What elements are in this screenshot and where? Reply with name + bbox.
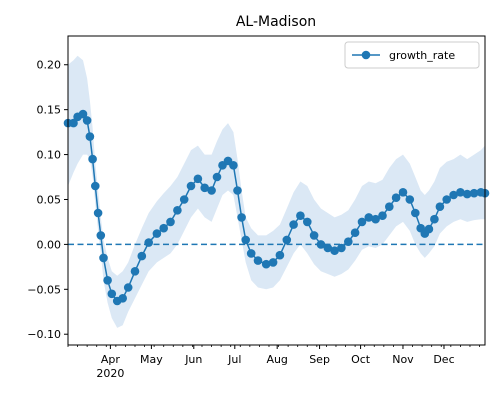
- data-point: [91, 181, 100, 191]
- data-point: [179, 195, 189, 204]
- data-point: [152, 229, 162, 238]
- data-point: [337, 243, 346, 253]
- data-point: [296, 211, 305, 220]
- data-point: [449, 190, 458, 200]
- data-point: [200, 183, 209, 193]
- data-point: [82, 116, 92, 125]
- data-point: [357, 217, 367, 227]
- data-point: [237, 213, 246, 222]
- data-point: [323, 243, 333, 253]
- data-point: [137, 251, 147, 261]
- data-point: [207, 186, 216, 195]
- data-point: [253, 256, 263, 265]
- data-point: [246, 249, 256, 258]
- data-point: [69, 118, 78, 128]
- data-point: [303, 217, 312, 227]
- legend-box: [344, 41, 480, 69]
- data-point: [212, 172, 222, 182]
- data-point: [344, 237, 353, 246]
- legend-label: growth_rate: [389, 49, 455, 62]
- data-point: [241, 235, 250, 245]
- data-point: [442, 195, 452, 204]
- data-point: [99, 253, 108, 263]
- data-point: [93, 208, 103, 218]
- data-point: [430, 214, 439, 224]
- data-point: [469, 188, 479, 198]
- data-point: [371, 214, 380, 224]
- data-point: [173, 206, 182, 215]
- data-point: [330, 246, 339, 255]
- data-point: [289, 220, 298, 229]
- data-point: [462, 189, 472, 199]
- data-point: [350, 228, 360, 237]
- series-layer: [63, 109, 490, 306]
- data-point: [107, 289, 117, 299]
- y-tick-label: 0.00: [37, 238, 62, 251]
- y-tick-label: −0.10: [27, 328, 61, 341]
- data-point: [233, 186, 242, 195]
- chart-title: AL-Madison: [236, 14, 316, 30]
- data-point: [130, 267, 140, 276]
- data-point: [261, 259, 271, 269]
- data-point: [275, 250, 285, 260]
- y-tick-label: 0.20: [37, 59, 62, 72]
- y-tick-label: 0.15: [37, 104, 62, 117]
- x-tick-label: Nov: [392, 353, 414, 366]
- data-point: [85, 132, 95, 141]
- data-point: [316, 240, 326, 249]
- legend: growth_rate: [344, 41, 480, 69]
- y-tick-label: 0.10: [37, 149, 62, 162]
- y-tick-label: 0.05: [37, 193, 62, 206]
- y-tick-label: −0.05: [27, 283, 61, 296]
- x-tick-label: Oct: [351, 353, 371, 366]
- data-point: [123, 283, 133, 292]
- data-point: [282, 235, 292, 245]
- data-point: [411, 208, 420, 218]
- data-point: [424, 224, 434, 234]
- data-point: [309, 231, 319, 240]
- data-point: [166, 217, 175, 227]
- data-point: [435, 202, 445, 211]
- data-point: [385, 202, 394, 211]
- legend-marker: [361, 50, 371, 60]
- plot-frame: [67, 35, 486, 346]
- data-point: [186, 181, 196, 191]
- data-point: [229, 161, 238, 170]
- data-point: [193, 174, 203, 184]
- x-tick-label: Jul: [227, 353, 241, 366]
- x-tick-label: Apr: [101, 353, 121, 366]
- data-point: [103, 276, 112, 285]
- x-tick-label: Dec: [433, 353, 454, 366]
- data-point: [456, 188, 465, 197]
- data-point: [391, 193, 401, 202]
- data-point: [144, 238, 153, 247]
- x-tick-label: May: [140, 353, 163, 366]
- data-point: [78, 109, 88, 119]
- data-point: [96, 231, 106, 240]
- data-point: [364, 213, 374, 222]
- data-point: [378, 211, 387, 220]
- data-point: [268, 258, 278, 267]
- data-point: [118, 294, 127, 303]
- x-tick-label: Jun: [184, 353, 202, 366]
- x-tick-label: Aug: [266, 353, 287, 366]
- data-point: [88, 154, 97, 164]
- data-point: [405, 195, 415, 204]
- x-tick-label: Sep: [309, 353, 330, 366]
- data-point: [398, 188, 408, 197]
- data-point: [159, 223, 168, 233]
- x-tick-year-label: 2020: [96, 367, 124, 380]
